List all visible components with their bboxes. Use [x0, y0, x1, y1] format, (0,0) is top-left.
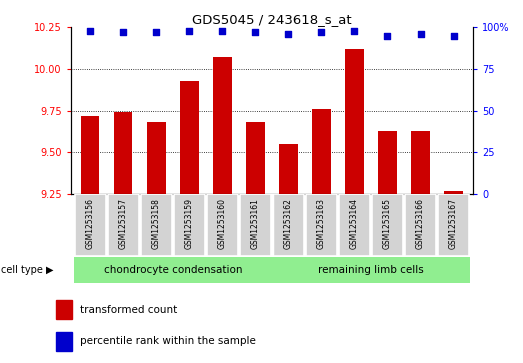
Point	[416, 31, 425, 37]
Bar	[180, 81, 199, 194]
Text: transformed count: transformed count	[81, 305, 178, 315]
Point	[285, 31, 293, 37]
Bar	[246, 122, 265, 194]
Bar	[279, 144, 298, 194]
Bar	[312, 109, 331, 194]
Bar	[56, 332, 72, 351]
Point	[350, 28, 359, 33]
Bar	[240, 194, 271, 256]
Bar	[305, 194, 337, 256]
Text: remaining limb cells: remaining limb cells	[318, 265, 424, 275]
Point	[185, 28, 194, 33]
Text: GSM1253162: GSM1253162	[284, 199, 293, 249]
Bar	[445, 191, 462, 194]
Bar	[372, 194, 403, 256]
Bar	[147, 122, 165, 194]
Point	[119, 29, 128, 35]
Text: GSM1253159: GSM1253159	[185, 198, 194, 249]
Text: chondrocyte condensation: chondrocyte condensation	[104, 265, 242, 275]
Point	[383, 33, 392, 38]
Text: GSM1253167: GSM1253167	[449, 198, 458, 249]
Bar	[272, 257, 470, 284]
Text: GSM1253166: GSM1253166	[416, 198, 425, 249]
Point	[86, 28, 95, 33]
Bar	[338, 194, 370, 256]
Text: cell type ▶: cell type ▶	[1, 265, 53, 275]
Bar	[412, 131, 429, 194]
Bar	[115, 113, 132, 194]
Text: percentile rank within the sample: percentile rank within the sample	[81, 337, 256, 346]
Text: GSM1253156: GSM1253156	[86, 198, 95, 249]
Bar	[74, 257, 272, 284]
Text: GSM1253158: GSM1253158	[152, 199, 161, 249]
Text: GSM1253163: GSM1253163	[317, 198, 326, 249]
Bar	[379, 131, 396, 194]
Bar	[213, 57, 232, 194]
Point	[317, 29, 326, 35]
Bar	[207, 194, 238, 256]
Title: GDS5045 / 243618_s_at: GDS5045 / 243618_s_at	[192, 13, 352, 26]
Bar	[174, 194, 206, 256]
Text: GSM1253161: GSM1253161	[251, 199, 260, 249]
Point	[152, 29, 161, 35]
Bar	[405, 194, 436, 256]
Point	[449, 33, 458, 38]
Text: GSM1253165: GSM1253165	[383, 198, 392, 249]
Bar	[438, 194, 469, 256]
Text: GSM1253164: GSM1253164	[350, 198, 359, 249]
Bar	[75, 194, 106, 256]
Bar	[272, 194, 304, 256]
Point	[251, 29, 259, 35]
Bar	[82, 116, 99, 194]
Text: GSM1253157: GSM1253157	[119, 198, 128, 249]
Bar	[141, 194, 172, 256]
Bar	[56, 300, 72, 319]
Bar	[345, 49, 363, 194]
Bar	[108, 194, 139, 256]
Point	[218, 28, 226, 33]
Text: GSM1253160: GSM1253160	[218, 198, 227, 249]
